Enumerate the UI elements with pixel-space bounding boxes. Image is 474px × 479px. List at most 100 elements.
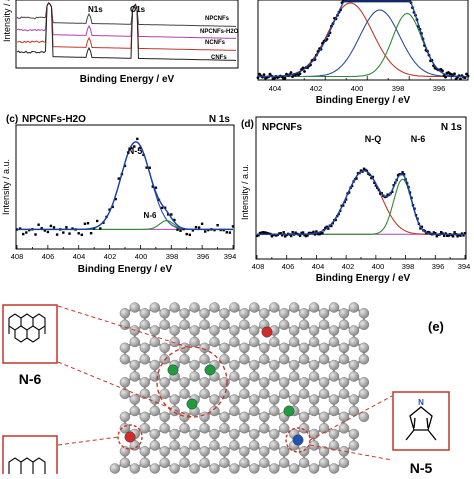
carbon-atom (298, 308, 310, 319)
carbon-atom (259, 377, 270, 388)
component-curve-0 (257, 170, 465, 235)
data-point (266, 232, 269, 235)
data-point (330, 224, 333, 228)
data-point (275, 234, 278, 237)
carbon-atom (129, 302, 141, 313)
carbon-atom (318, 308, 330, 319)
carbon-atom (338, 354, 350, 365)
survey-spectrum-0 (16, 2, 236, 27)
data-point (453, 231, 456, 234)
data-point (373, 181, 376, 184)
data-point (304, 234, 308, 238)
panel-b-tick-400: 400 (351, 84, 364, 93)
data-point (301, 231, 305, 234)
carbon-atom (219, 446, 230, 457)
carbon-atom (139, 446, 151, 457)
data-point (284, 235, 287, 238)
data-point (386, 193, 389, 196)
panel-c-peak-n5: N-5 (128, 146, 143, 156)
data-point (200, 222, 204, 225)
carbon-atom (348, 428, 360, 440)
carbon-atom (209, 336, 220, 348)
panel-c-xlabel: Binding Energy / eV (78, 264, 173, 275)
data-point (298, 234, 302, 237)
carbon-atom (119, 388, 131, 399)
nq-callout-line (57, 436, 119, 446)
data-point (441, 232, 444, 235)
carbon-atom (308, 405, 320, 417)
data-point (447, 234, 450, 237)
carbon-atom (159, 388, 170, 399)
panel-d-tick-394: 394 (458, 262, 471, 271)
carbon-atom (318, 446, 330, 457)
carbon-atom (259, 446, 270, 457)
carbon-atom (119, 377, 131, 388)
carbon-atom (239, 388, 250, 399)
data-point (194, 225, 198, 229)
data-point (99, 227, 102, 230)
carbon-atom (169, 440, 180, 451)
carbon-atom (348, 394, 360, 405)
carbon-atom (348, 371, 360, 382)
carbon-atom (209, 405, 220, 417)
data-point (279, 232, 282, 235)
survey-spectrum-1 (16, 2, 236, 39)
data-point (319, 232, 323, 235)
data-point (281, 234, 284, 237)
data-point (71, 227, 74, 230)
carbon-atom (259, 354, 270, 365)
carbon-atom (298, 342, 310, 353)
data-point (262, 73, 266, 76)
carbon-atom (318, 342, 330, 353)
carbon-atom (318, 377, 330, 388)
data-point (441, 69, 444, 73)
carbon-atom (199, 354, 210, 365)
panel-a-spectra (16, 2, 236, 61)
carbon-atom (169, 394, 180, 405)
carbon-atom (159, 446, 170, 457)
carbon-atom (219, 342, 230, 353)
panel-c-tick-406: 406 (42, 252, 55, 261)
carbon-atom (259, 308, 270, 319)
data-point (300, 231, 303, 235)
carbon-atom (199, 411, 210, 422)
carbon-atom (318, 423, 330, 434)
carbon-atom (249, 325, 260, 336)
carbon-atom (129, 336, 141, 348)
carbon-atom (139, 342, 151, 353)
data-point (22, 232, 25, 236)
carbon-atom (159, 308, 170, 319)
data-point (65, 226, 68, 229)
panel-a-ylabel: Intensity / a.u. (2, 0, 12, 42)
nq-highlight-circle (117, 424, 143, 450)
data-point (401, 171, 404, 174)
carbon-atom (189, 336, 200, 348)
data-point (173, 218, 176, 222)
graphitic-nitrogen-atom (124, 431, 136, 443)
data-point (179, 229, 182, 232)
carbon-atom (348, 336, 360, 348)
carbon-atom (318, 354, 330, 365)
carbon-atom (189, 302, 200, 313)
component-curve-1 (257, 178, 465, 235)
n6-highlight-circle (156, 346, 228, 418)
panel-c-peak-n6: N-6 (144, 211, 157, 220)
panel-c-tick-402: 402 (104, 252, 117, 261)
panel-a-legend-3: CNFs (211, 55, 227, 61)
carbon-atom (209, 394, 220, 405)
carbon-atom (328, 394, 340, 405)
carbon-atom (229, 428, 240, 440)
carbon-atom (249, 405, 260, 417)
pyridinic-nitrogen-atom (186, 398, 198, 410)
data-point (261, 231, 265, 234)
data-point (325, 225, 328, 228)
panel-a-frame (15, 0, 239, 69)
component-curve-1 (17, 220, 233, 230)
carbon-atom (119, 457, 131, 468)
carbon-atom (338, 423, 350, 434)
data-point (419, 227, 422, 230)
carbon-atom (259, 457, 270, 468)
carbon-atom (318, 319, 330, 330)
carbon-atom (279, 342, 290, 353)
data-point (312, 230, 315, 234)
